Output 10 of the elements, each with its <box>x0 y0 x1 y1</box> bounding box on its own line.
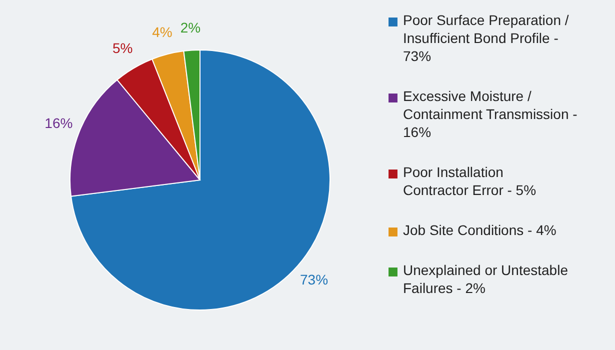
data-label: 16% <box>44 115 73 132</box>
legend-label: Unexplained or Untestable Failures - 2% <box>403 262 568 296</box>
data-label: 2% <box>180 19 201 36</box>
data-label: 73% <box>300 272 328 288</box>
legend-label: Excessive Moisture / Containment Transmission - 16% <box>403 88 578 140</box>
legend-label: Job Site Conditions - 4% <box>403 222 556 238</box>
data-label: 4% <box>152 24 172 40</box>
legend-label: Poor Installation Contractor Error - 5% <box>403 164 536 198</box>
data-label: 5% <box>112 40 133 56</box>
legend-label: Poor Surface Preparation / Insufficient Bond Profile - 73% <box>403 12 569 64</box>
